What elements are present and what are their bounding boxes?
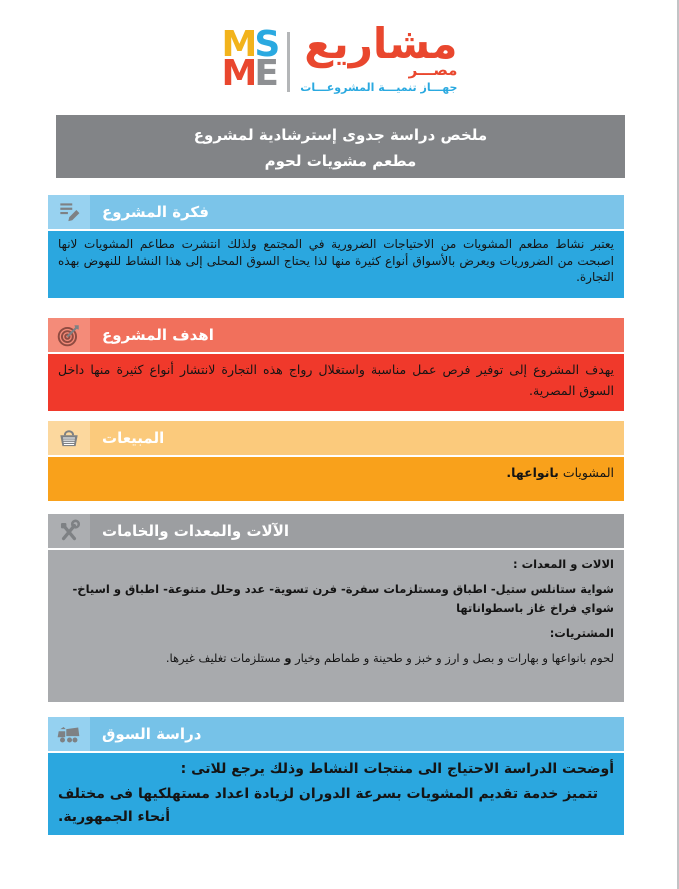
title-box: ملخص دراسة جدوى إسترشادية لمشروع مطعم مش… (56, 115, 625, 178)
section-body-goal: يهدف المشروع إلى توفير فرص عمل مناسبة وا… (48, 354, 624, 411)
text-run: المشويات (558, 465, 614, 480)
text-run: شواية ستانلس ستيل- اطباق ومستلزمات سفرة-… (72, 582, 614, 615)
section-body-sales: المشويات بانواعها. (48, 457, 624, 501)
logo-letters-row-2: M E (221, 53, 279, 94)
section-title-sales: المبيعات (102, 429, 165, 447)
pencil-note-icon (48, 195, 90, 229)
logo-divider-line (287, 32, 291, 92)
document-title-line-2: مطعم مشويات لحوم (264, 152, 417, 170)
section-header-sales: المبيعات (48, 421, 624, 455)
section-header-goal: اهدف المشروع (48, 318, 624, 352)
section-title-goal: اهدف المشروع (102, 326, 214, 344)
paragraph: يهدف المشروع إلى توفير فرص عمل مناسبة وا… (58, 359, 614, 401)
paragraph: لحوم بانواعها و بهارات و بصل و ارز و خبز… (58, 649, 614, 668)
text-run: تتميز خدمة تقديم المشويات بسرعة الدوران … (58, 786, 598, 825)
section-sales: المبيعات المشويات بانواعها. (48, 421, 624, 501)
section-title-idea: فكرة المشروع (102, 203, 209, 221)
paragraph: تتميز خدمة تقديم المشويات بسرعة الدوران … (58, 783, 614, 829)
text-run: بانواعها. (506, 465, 559, 480)
paragraph: الالات و المعدات : (58, 555, 614, 574)
logo-letter-s: S (254, 24, 280, 65)
paragraph: المشتريات: (58, 624, 614, 643)
logo-wordmark-column: مشاريع مصـــر جهـــاز تنميـــة المشروعــ… (300, 19, 458, 95)
section-body-market: أوضحت الدراسة الاحتياج الى منتجات النشاط… (48, 753, 624, 835)
msme-block-letters: M S M E (221, 24, 281, 94)
text-run: أوضحت الدراسة الاحتياج الى منتجات النشاط… (180, 761, 614, 777)
logo-wordmark-sub: مصـــر (408, 61, 458, 79)
logo-tagline: جهـــاز تنميـــة المشروعـــات (300, 81, 458, 94)
section-market: دراسة السوق أوضحت الدراسة الاحتياج الى من… (48, 717, 624, 835)
msme-logo: M S M E مشاريع مصـــر جهـــاز تنميـــة ا… (0, 19, 679, 95)
target-icon (48, 318, 90, 352)
paragraph: يعتبر نشاط مطعم المشويات من الاحتياجات ا… (58, 236, 614, 286)
text-run: يعتبر نشاط مطعم المشويات من الاحتياجات ا… (58, 237, 614, 284)
section-title-market: دراسة السوق (102, 725, 202, 743)
section-header-market: دراسة السوق (48, 717, 624, 751)
section-title-machines: الآلات والمعدات والخامات (102, 522, 290, 540)
text-run: لحوم بانواعها و بهارات و بصل و ارز و خبز… (291, 651, 614, 665)
text-run: مستلزمات تغليف غيرها. (165, 651, 285, 665)
tools-icon (48, 514, 90, 548)
logo-letter-m1: M (221, 24, 258, 65)
paragraph: شواية ستانلس ستيل- اطباق ومستلزمات سفرة-… (58, 580, 614, 618)
text-run: و (284, 651, 292, 665)
logo-letter-m2: M (221, 53, 258, 94)
dump-truck-icon (48, 717, 90, 751)
logo-letters-row-1: M S (221, 24, 281, 65)
section-header-machines: الآلات والمعدات والخامات (48, 514, 624, 548)
logo-wordmark: مشاريع (304, 19, 458, 68)
logo-letter-e: E (254, 53, 279, 94)
text-run: الالات و المعدات : (513, 557, 614, 571)
document-title-line-1: ملخص دراسة جدوى إسترشادية لمشروع (193, 126, 488, 144)
page-edge-line (677, 0, 679, 889)
section-machines: الآلات والمعدات والخامات الالات و المعدات… (48, 514, 624, 702)
section-goal: اهدف المشروع يهدف المشروع إلى توفير فرص ع… (48, 318, 624, 411)
paragraph: أوضحت الدراسة الاحتياج الى منتجات النشاط… (58, 758, 614, 781)
shopping-basket-icon (48, 421, 90, 455)
paragraph: المشويات بانواعها. (58, 462, 614, 484)
section-header-idea: فكرة المشروع (48, 195, 624, 229)
section-body-machines: الالات و المعدات : شواية ستانلس ستيل- اطب… (48, 550, 624, 702)
text-run: يهدف المشروع إلى توفير فرص عمل مناسبة وا… (58, 362, 614, 398)
section-body-idea: يعتبر نشاط مطعم المشويات من الاحتياجات ا… (48, 231, 624, 298)
sections: فكرة المشروع يعتبر نشاط مطعم المشويات من … (48, 195, 624, 835)
section-idea: فكرة المشروع يعتبر نشاط مطعم المشويات من … (48, 195, 624, 298)
text-run: المشتريات: (549, 626, 614, 640)
